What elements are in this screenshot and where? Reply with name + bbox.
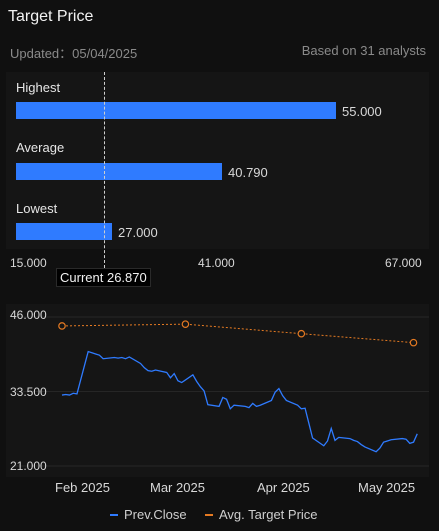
highest-label: Highest [16,80,61,95]
legend-avg-target[interactable]: Avg. Target Price [205,507,318,522]
page-title: Target Price [8,8,94,25]
average-label: Average [16,140,65,155]
highest-value: 55.000 [342,104,382,119]
avg-target-line [61,323,414,344]
price-chart-panel [6,304,429,477]
legend-swatch-blue [110,513,118,516]
highest-bar [16,102,336,119]
x-tick-feb: Feb 2025 [55,480,110,495]
scale-tick-max: 67.000 [385,256,422,270]
x-tick-mar: Mar 2025 [150,480,205,495]
legend-prev-close-label: Prev.Close [124,507,187,522]
legend-swatch-orange [205,513,213,516]
scale-tick-min: 15.000 [10,256,47,270]
scale-tick-mid: 41.000 [198,256,235,270]
y-tick-mid: 33.500 [10,385,47,399]
x-tick-may: May 2025 [358,480,416,495]
lowest-label: Lowest [16,201,58,216]
x-tick-apr: Apr 2025 [257,480,310,495]
current-price-marker [104,72,105,268]
updated-date: Updated：05/04/2025 [10,46,138,61]
target-range-panel: Highest 55.000 Average 40.790 Lowest 27.… [6,72,429,249]
current-price-label: Current 26.870 [56,268,151,287]
avg-target-point[interactable] [297,329,306,338]
analyst-count: Based on 31 analysts [301,43,426,58]
average-value: 40.790 [228,165,268,180]
y-tick-bottom: 21.000 [10,459,47,473]
avg-target-point[interactable] [181,320,190,328]
legend-prev-close[interactable]: Prev.Close [110,507,187,522]
lowest-bar [16,223,112,240]
avg-target-point[interactable] [58,322,66,330]
legend-avg-target-label: Avg. Target Price [219,507,318,522]
y-tick-top: 46.000 [10,308,47,322]
avg-target-point[interactable] [409,338,418,347]
average-bar [16,163,222,180]
prev-close-line [61,350,418,453]
lowest-value: 27.000 [118,225,158,240]
